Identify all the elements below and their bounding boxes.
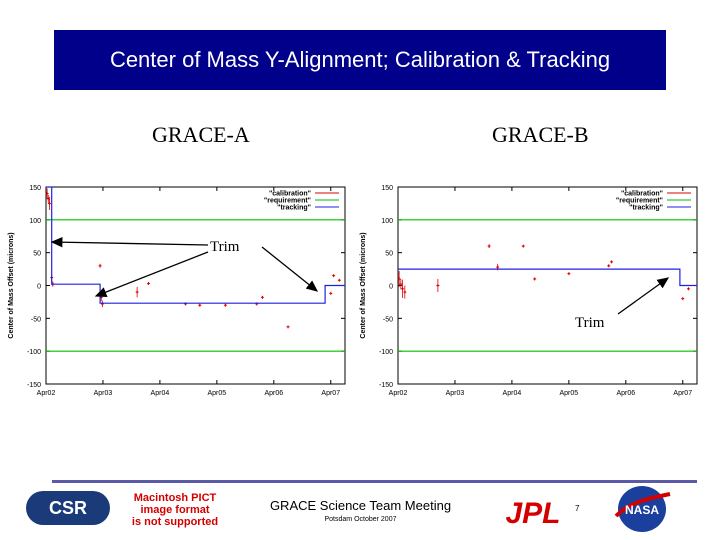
y-tick-label: 0	[37, 284, 41, 291]
csr-logo-text: CSR	[49, 498, 87, 518]
pict-line-3: is not supported	[131, 516, 219, 528]
trim-label-a: Trim	[210, 239, 240, 255]
pict-line-1: Macintosh PICT	[133, 492, 217, 504]
page-number: 7	[575, 504, 580, 513]
y-axis-label: Center of Mass Offset (microns)	[360, 232, 367, 338]
slide-title: Center of Mass Y-Alignment; Calibration …	[54, 30, 666, 90]
trim-arrow	[94, 251, 209, 298]
y-tick-label: -150	[379, 382, 393, 389]
x-tick-label: Apr05	[208, 390, 227, 397]
pict-line-2: image format	[140, 504, 210, 516]
x-tick-label: Apr07	[321, 390, 340, 397]
x-tick-label: Apr06	[616, 390, 635, 397]
grace-a-title: GRACE-A	[152, 122, 250, 147]
y-tick-label: 100	[381, 218, 393, 225]
y-tick-label: 150	[381, 185, 393, 192]
plot-frame	[45, 186, 346, 385]
trim-arrow	[261, 246, 319, 292]
nasa-logo: NASA	[614, 486, 671, 532]
footer-divider	[52, 480, 697, 483]
x-tick-label: Apr03	[94, 390, 113, 397]
trim-arrow	[50, 237, 209, 248]
jpl-logo: JPL	[505, 497, 560, 527]
y-tick-label: 50	[33, 251, 41, 258]
grace-b-title: GRACE-B	[492, 122, 589, 147]
csr-logo: CSR	[26, 491, 110, 525]
x-tick-label: Apr02	[389, 390, 408, 397]
pict-unsupported-message: Macintosh PICT image format is not suppo…	[120, 492, 230, 528]
plot-frame	[397, 186, 698, 385]
legend-label: "tracking"	[629, 205, 663, 212]
jpl-logo-text: JPL	[505, 497, 560, 527]
x-tick-label: Apr07	[673, 390, 692, 397]
footer-meeting: GRACE Science Team Meeting	[269, 498, 452, 513]
x-tick-label: Apr04	[151, 390, 170, 397]
legend-label: "calibration"	[269, 191, 311, 198]
y-tick-label: 150	[29, 185, 41, 192]
x-tick-label: Apr06	[264, 390, 283, 397]
y-tick-label: -50	[383, 316, 393, 323]
trim-label-b: Trim	[575, 315, 605, 331]
y-tick-label: 50	[385, 251, 393, 258]
y-tick-label: -100	[379, 349, 393, 356]
y-axis-label: Center of Mass Offset (microns)	[8, 232, 15, 338]
legend-label: "requirement"	[264, 198, 311, 205]
x-tick-label: Apr05	[560, 390, 579, 397]
trim-annotations: Trim Trim	[50, 237, 670, 331]
legend-label: "tracking"	[277, 205, 311, 212]
legend-label: "calibration"	[621, 191, 663, 198]
x-tick-label: Apr04	[503, 390, 522, 397]
trim-arrow	[617, 277, 670, 315]
y-tick-label: -50	[31, 316, 41, 323]
x-tick-label: Apr03	[446, 390, 465, 397]
footer-text: GRACE Science Team Meeting Potsdam Octob…	[258, 498, 463, 523]
y-tick-label: -150	[27, 382, 41, 389]
legend-label: "requirement"	[616, 198, 663, 205]
y-tick-label: 100	[29, 218, 41, 225]
x-tick-label: Apr02	[37, 390, 56, 397]
y-tick-label: -100	[27, 349, 41, 356]
nasa-logo-text: NASA	[625, 503, 659, 517]
tracking-line	[398, 268, 697, 287]
y-tick-label: 0	[389, 284, 393, 291]
footer-location-date: Potsdam October 2007	[324, 516, 397, 523]
